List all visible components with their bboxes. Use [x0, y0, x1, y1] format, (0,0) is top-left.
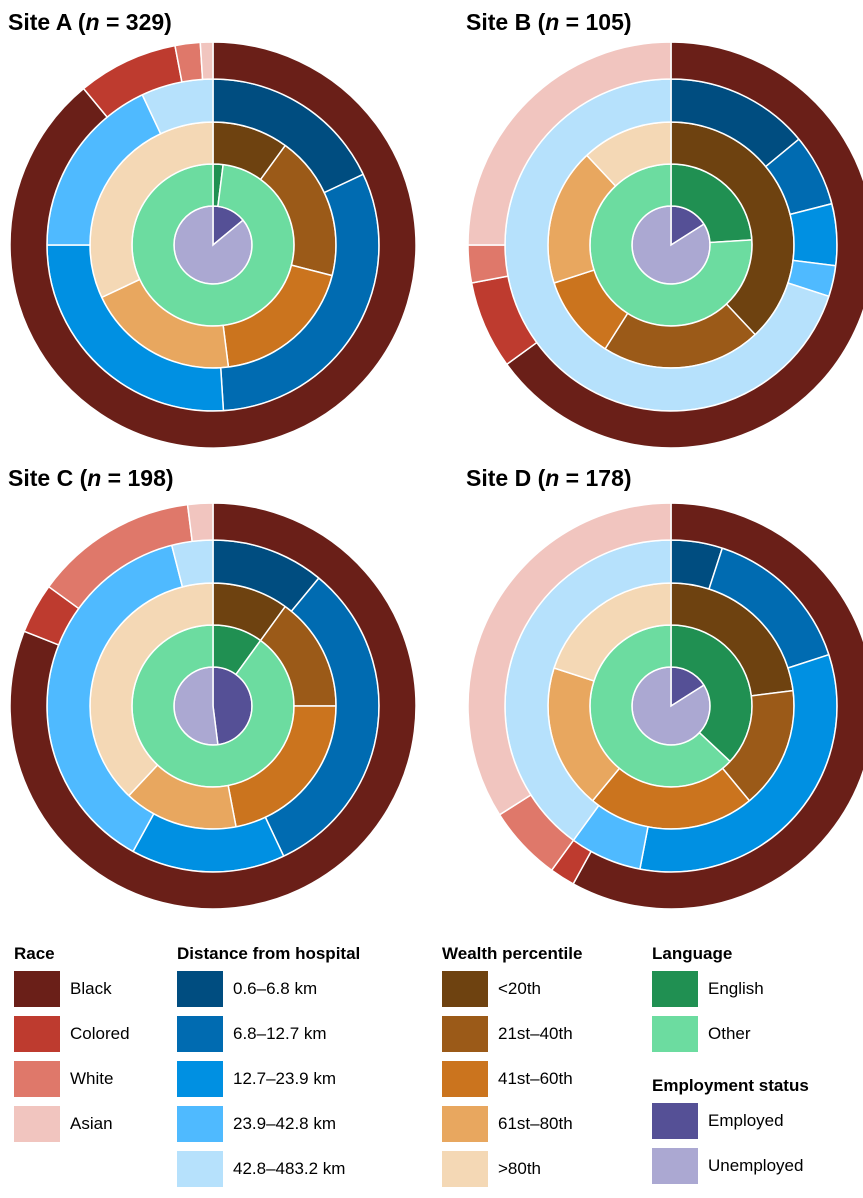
legend-wealth-title: Wealth percentile	[442, 944, 583, 963]
site-d-race-slice-4	[467, 502, 672, 816]
legend-employment-title: Employment status	[652, 1076, 809, 1095]
swatch-wealth-3	[442, 1060, 488, 1097]
swatch-distance-2	[177, 1015, 223, 1052]
swatch-unemployed	[652, 1147, 698, 1184]
legend-item-white: White	[14, 1056, 130, 1101]
swatch-wealth-2	[442, 1015, 488, 1052]
legend-item-english: English	[652, 966, 809, 1011]
legend-label: Unemployed	[708, 1155, 804, 1175]
site-b-distance-slice-3	[789, 202, 838, 267]
legend-item-asian: Asian	[14, 1101, 130, 1146]
swatch-employed	[652, 1102, 698, 1139]
site-c-chart	[9, 502, 417, 910]
legend-label: Employed	[708, 1110, 784, 1130]
legend-label: 21st–40th	[498, 1023, 573, 1043]
legend-race: Race Black Colored White Asian	[14, 942, 130, 1146]
site-b-race-slice-3	[467, 244, 509, 284]
swatch-english	[652, 970, 698, 1007]
legend-item-distance-1: 0.6–6.8 km	[177, 966, 360, 1011]
rings-layer	[9, 41, 863, 910]
legend-language-employment: Language English Other Employment status…	[652, 942, 809, 1188]
legend-label: Other	[708, 1023, 751, 1043]
swatch-wealth-4	[442, 1105, 488, 1142]
site-a-chart	[9, 41, 417, 449]
site-b-title: Site B (n = 105)	[466, 9, 632, 35]
site-d-title: Site D (n = 178)	[466, 465, 632, 491]
swatch-asian	[14, 1105, 60, 1142]
swatch-distance-1	[177, 970, 223, 1007]
legend-item-black: Black	[14, 966, 130, 1011]
swatch-colored	[14, 1015, 60, 1052]
legend-label: Colored	[70, 1023, 130, 1043]
legend-label: English	[708, 978, 764, 998]
site-b-race-slice-1	[505, 41, 863, 449]
site-c-race-slice-4	[186, 502, 214, 543]
legend-item-distance-5: 42.8–483.2 km	[177, 1146, 360, 1191]
site-c-race-slice-1	[9, 502, 417, 910]
legend-item-unemployed: Unemployed	[652, 1143, 809, 1188]
legend-item-wealth-2: 21st–40th	[442, 1011, 582, 1056]
site-b-race-slice-4	[467, 41, 672, 246]
legend-item-other: Other	[652, 1011, 809, 1056]
swatch-distance-4	[177, 1105, 223, 1142]
legend-language-title: Language	[652, 944, 733, 963]
legend-label: 6.8–12.7 km	[233, 1023, 327, 1043]
legend-label: Black	[70, 978, 112, 998]
site-c-title: Site C (n = 198)	[8, 465, 174, 491]
legend-label: 41st–60th	[498, 1068, 573, 1088]
legend-item-colored: Colored	[14, 1011, 130, 1056]
swatch-other	[652, 1015, 698, 1052]
swatch-distance-3	[177, 1060, 223, 1097]
site-a-race-slice-4	[199, 41, 214, 81]
legend-item-wealth-5: >80th	[442, 1146, 582, 1191]
swatch-white	[14, 1060, 60, 1097]
swatch-wealth-1	[442, 970, 488, 1007]
site-b-chart	[467, 41, 863, 449]
legend-wealth: Wealth percentile <20th 21st–40th 41st–6…	[442, 942, 582, 1191]
site-d-race-slice-1	[572, 502, 863, 910]
legend-label: 42.8–483.2 km	[233, 1158, 346, 1178]
swatch-wealth-5	[442, 1150, 488, 1187]
legend-item-wealth-3: 41st–60th	[442, 1056, 582, 1101]
legend-race-title: Race	[14, 944, 55, 963]
legend-label: 61st–80th	[498, 1113, 573, 1133]
swatch-distance-5	[177, 1150, 223, 1187]
legend-item-distance-2: 6.8–12.7 km	[177, 1011, 360, 1056]
legend-label: Asian	[70, 1113, 113, 1133]
legend-label: White	[70, 1068, 114, 1088]
legend-label: 0.6–6.8 km	[233, 978, 318, 998]
legend-distance: Distance from hospital 0.6–6.8 km 6.8–12…	[177, 942, 360, 1191]
legend-label: >80th	[498, 1158, 542, 1178]
legend-item-distance-4: 23.9–42.8 km	[177, 1101, 360, 1146]
swatch-black	[14, 970, 60, 1007]
legend-label: 12.7–23.9 km	[233, 1068, 337, 1088]
site-d-chart	[467, 502, 863, 910]
site-a-race-slice-1	[9, 41, 417, 449]
legend-item-distance-3: 12.7–23.9 km	[177, 1056, 360, 1101]
legend-distance-title: Distance from hospital	[177, 944, 361, 963]
legend-item-wealth-1: <20th	[442, 966, 582, 1011]
legend-item-wealth-4: 61st–80th	[442, 1101, 582, 1146]
legend-label: <20th	[498, 978, 542, 998]
site-a-title: Site A (n = 329)	[8, 9, 172, 35]
legend-item-employed: Employed	[652, 1098, 809, 1143]
legend-label: 23.9–42.8 km	[233, 1113, 337, 1133]
